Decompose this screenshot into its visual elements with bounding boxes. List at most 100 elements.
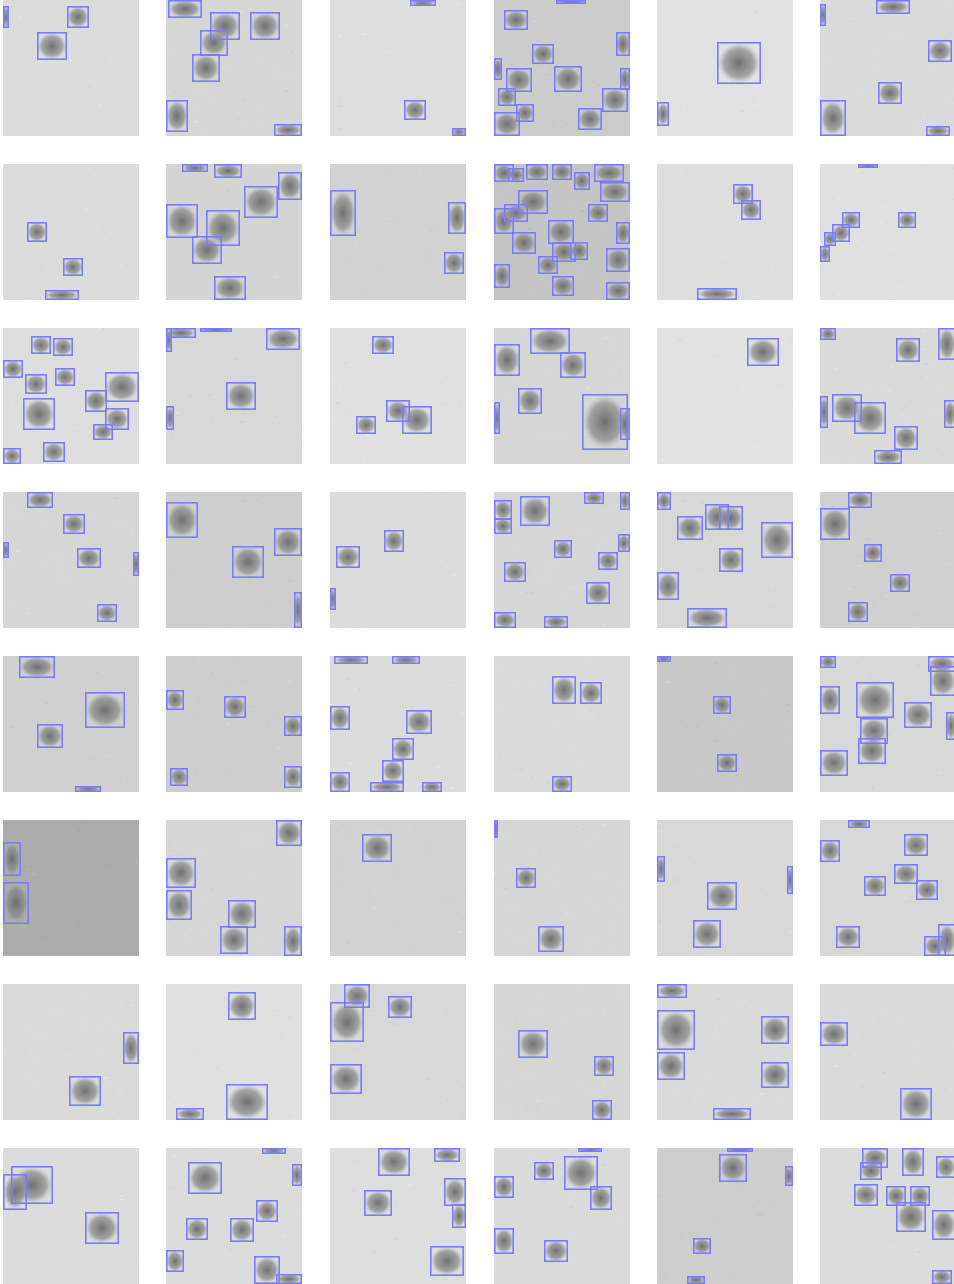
detection-box [928, 656, 954, 672]
detection-box [551, 675, 576, 704]
image-tile [166, 492, 302, 628]
detection-box [209, 12, 240, 40]
particle-blob [747, 338, 779, 366]
detection-box [847, 820, 870, 829]
detection-box [551, 776, 572, 792]
detection-box [761, 521, 793, 559]
particle-blob [330, 706, 350, 730]
particle-blob [214, 276, 246, 300]
detection-box [820, 1021, 848, 1046]
detection-box [334, 656, 369, 665]
particle-blob [494, 500, 512, 520]
particle-blob [657, 984, 687, 998]
detection-box [519, 496, 550, 526]
detection-box [696, 288, 738, 300]
detection-box [3, 841, 21, 877]
detection-box [657, 1052, 685, 1081]
detection-box [602, 88, 629, 113]
image-tile [494, 492, 630, 628]
particle-blob [226, 1084, 268, 1120]
detection-box [498, 88, 516, 107]
detection-box [517, 189, 548, 214]
detection-box [223, 695, 246, 718]
image-tile [3, 820, 139, 956]
particle-blob [554, 66, 582, 92]
particle-blob [518, 190, 548, 214]
particle-blob [602, 88, 628, 112]
particle-blob [713, 696, 731, 714]
particle-blob [370, 782, 404, 792]
particle-blob [657, 856, 665, 882]
tile-background [3, 820, 139, 956]
image-tile [3, 164, 139, 300]
detection-box [894, 426, 919, 451]
particle-blob [657, 572, 679, 600]
particle-blob [594, 164, 624, 182]
detection-box [588, 203, 609, 222]
particle-blob [37, 724, 63, 748]
detection-box [551, 276, 574, 297]
particle-blob [657, 492, 671, 510]
detection-box [26, 221, 47, 242]
detection-box [727, 1148, 754, 1153]
particle-blob [404, 100, 426, 120]
particle-blob [274, 528, 302, 556]
particle-blob [85, 390, 107, 412]
particle-blob [894, 426, 918, 450]
detection-box [529, 328, 571, 354]
detection-box [857, 164, 878, 169]
detection-box [105, 371, 139, 402]
particle-blob [494, 112, 520, 136]
detection-box [391, 738, 414, 761]
particle-blob [392, 656, 420, 664]
particle-blob [123, 1032, 139, 1064]
particle-blob [761, 1016, 789, 1044]
detection-box [574, 172, 591, 190]
particle-blob [586, 582, 610, 604]
detection-box [36, 724, 63, 749]
detection-box [227, 992, 256, 1020]
detection-box [371, 336, 394, 354]
particle-blob [552, 276, 574, 296]
particle-blob [330, 772, 350, 792]
detection-box [580, 681, 603, 704]
detection-box [230, 1218, 255, 1243]
detection-box [22, 398, 55, 431]
detection-box [718, 547, 743, 572]
particle-blob [560, 352, 586, 378]
detection-box [278, 172, 302, 200]
detection-box [747, 338, 780, 366]
particle-blob [67, 6, 89, 28]
detection-box [276, 820, 302, 846]
detection-box [936, 1156, 954, 1178]
tile-background [820, 328, 954, 464]
particle-blob [848, 820, 870, 828]
particle-blob [372, 336, 394, 354]
detection-box [387, 996, 412, 1018]
particle-blob [266, 328, 300, 350]
detection-box [191, 236, 222, 265]
particle-blob [105, 372, 139, 402]
detection-box [262, 1148, 287, 1155]
tile-background [657, 164, 793, 300]
particle-blob [512, 232, 536, 254]
detection-box [361, 834, 392, 862]
detection-box [422, 782, 443, 792]
image-tile [330, 1148, 466, 1284]
detection-box [894, 863, 919, 884]
particle-blob [697, 288, 737, 300]
particle-blob [97, 604, 117, 622]
particle-blob [717, 42, 761, 84]
detection-box [199, 328, 232, 333]
particle-blob [27, 492, 53, 508]
particle-blob [820, 750, 848, 776]
detection-box [761, 1062, 790, 1089]
particle-blob [910, 1186, 930, 1206]
detection-box [123, 1031, 139, 1064]
image-tile [3, 492, 139, 628]
detection-box [385, 400, 410, 423]
particle-blob [854, 402, 886, 434]
particle-blob [904, 834, 928, 856]
tile-background [330, 328, 466, 464]
detection-box [284, 766, 302, 789]
